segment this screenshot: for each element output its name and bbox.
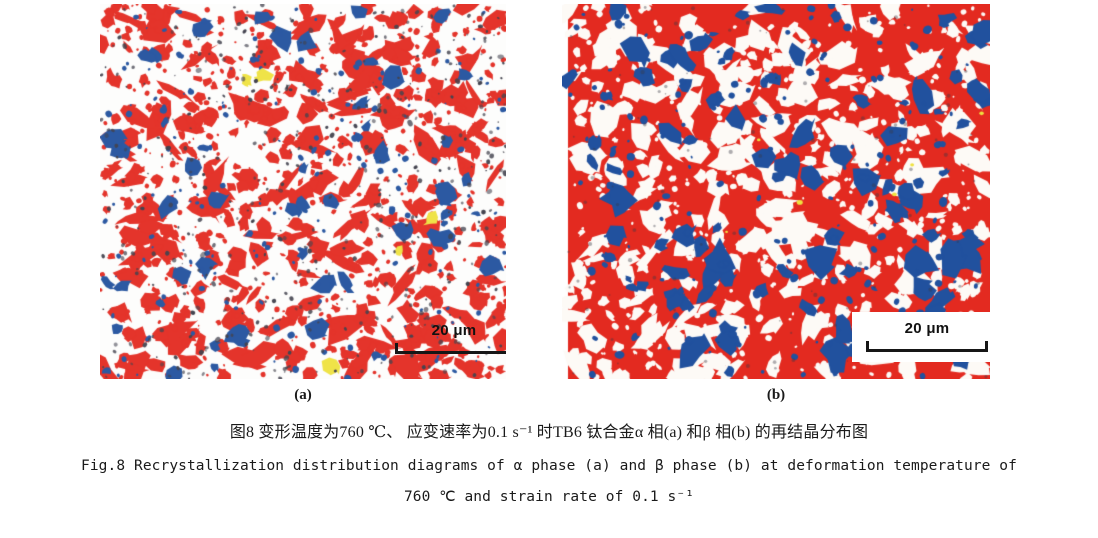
caption-english-line-1: Fig.8 Recrystallization distribution dia… [81,458,1017,474]
scale-bar-panel-a: 20 μm [395,322,506,354]
scale-bar-label-b: 20 μm [904,320,950,337]
scale-bar-rule-a [395,343,506,354]
micrograph-panel-b: 20 μm [562,4,990,379]
figure-area: 20 μm (a) 20 μm (b) [100,4,990,403]
figure-caption: 图8 变形温度为760 ℃、 应变速率为0.1 s⁻¹ 时TB6 钛合金α 相(… [0,420,1098,510]
micrograph-canvas-alpha-phase [100,4,506,379]
caption-english-line-2: 760 ℃ and strain rate of 0.1 s⁻¹ [403,489,695,505]
panel-label-a: (a) [294,387,312,403]
scale-bar-rule-b [866,341,988,352]
caption-chinese: 图8 变形温度为760 ℃、 应变速率为0.1 s⁻¹ 时TB6 钛合金α 相(… [229,424,869,441]
scale-bar-panel-b: 20 μm [852,312,990,362]
scale-bar-label-a: 20 μm [431,322,477,339]
micrograph-panel-a: 20 μm [100,4,506,379]
panel-label-b: (b) [766,387,786,403]
